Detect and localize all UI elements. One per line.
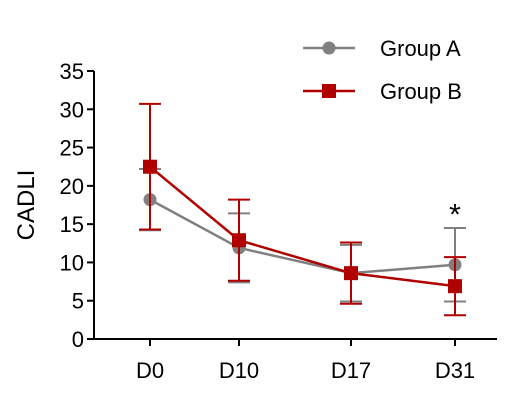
data-point: [448, 279, 462, 294]
data-point: [143, 159, 157, 174]
series: [139, 102, 466, 317]
x-tick-label: D31: [435, 358, 475, 383]
x-tick-label: D10: [219, 358, 259, 383]
significance-marker: *: [449, 199, 461, 232]
legend: Group A Group B: [303, 36, 462, 104]
y-tick-label: 0: [72, 327, 84, 352]
x-tick-label: D17: [331, 358, 371, 383]
y-tick-label: 20: [60, 174, 84, 199]
y-tick-label: 35: [60, 59, 84, 84]
legend-marker: [322, 41, 336, 55]
data-point: [232, 233, 246, 248]
annotations: *: [449, 199, 461, 232]
y-tick-label: 25: [60, 136, 84, 161]
legend-label: Group B: [380, 79, 462, 104]
legend-marker: [322, 84, 336, 98]
y-tick-label: 10: [60, 250, 84, 275]
x-tick-label: D0: [136, 358, 164, 383]
series-line: [149, 165, 456, 288]
y-axis-title: CADLI: [13, 170, 40, 241]
y-tick-label: 5: [72, 289, 84, 314]
y-tick-label: 15: [60, 212, 84, 237]
axes: [93, 71, 497, 340]
y-tick-label: 30: [60, 97, 84, 122]
y-ticks: 0 5 10 15 20 25 30 35: [60, 59, 94, 352]
data-point: [344, 266, 358, 281]
x-ticks: D0 D10 D17 D31: [136, 339, 475, 383]
legend-label: Group A: [380, 36, 461, 61]
series-1: [139, 102, 466, 317]
series-line: [149, 198, 456, 275]
